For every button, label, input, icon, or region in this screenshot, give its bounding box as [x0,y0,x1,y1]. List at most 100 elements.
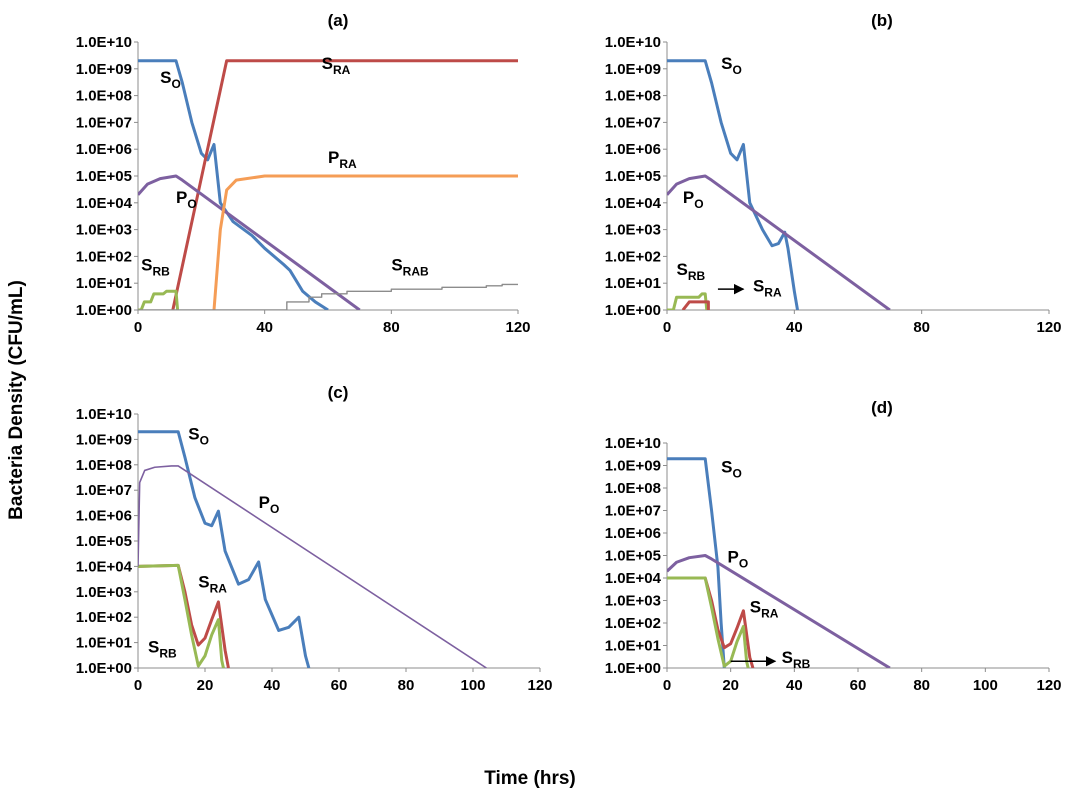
y-tick-label: 1.0E+07 [605,114,661,131]
x-tick-label: 120 [1036,319,1061,336]
y-tick-label: 1.0E+01 [76,275,132,292]
y-axis-title: Bacteria Density (CFU/mL) [6,280,27,520]
panel-label: (b) [871,11,893,30]
y-tick-label: 1.0E+06 [605,525,661,542]
y-tick-label: 1.0E+09 [605,458,661,475]
y-tick-label: 1.0E+07 [76,482,132,499]
x-tick-label: 80 [913,677,930,694]
y-tick-label: 1.0E+00 [605,660,661,677]
x-tick-label: 40 [786,677,803,694]
chart-panel-1: (b) 1.0E+00 1.0E+01 1.0E+02 1.0E+03 1.0E+04 1.… [605,11,1062,336]
x-tick-label: 0 [663,677,671,694]
y-tick-label: 1.0E+02 [76,609,132,626]
series-line-srb [667,292,709,310]
series-label-so: SO [721,54,742,77]
y-tick-label: 1.0E+05 [605,548,661,565]
y-tick-label: 1.0E+03 [76,222,132,239]
y-tick-label: 1.0E+04 [605,195,662,212]
plot-area [667,457,891,668]
series-label-srb: SRB [148,638,177,661]
plot-area [138,59,518,310]
x-tick-label: 100 [460,677,485,694]
y-tick-label: 1.0E+08 [76,88,132,105]
series-label-pra: PRA [328,148,357,171]
x-tick-label: 120 [505,319,530,336]
y-tick-label: 1.0E+01 [76,635,132,652]
series-label-po: PO [683,188,704,211]
y-tick-label: 1.0E+01 [605,275,661,292]
y-tick-label: 1.0E+06 [76,508,132,525]
series-line-srb [138,289,180,310]
series-line-srb [138,563,225,668]
series-label-po: PO [176,188,197,211]
y-tick-label: 1.0E+04 [76,195,133,212]
y-tick-label: 1.0E+01 [605,638,661,655]
series-line-po [138,465,487,668]
x-tick-label: 60 [331,677,348,694]
y-tick-label: 1.0E+07 [76,114,132,131]
series-label-sra: SRA [198,572,227,595]
x-axis-title: Time (hrs) [484,768,576,789]
series-label-srab: SRAB [391,255,429,278]
y-tick-label: 1.0E+04 [76,558,133,575]
chart-panel-3: (d) 1.0E+00 1.0E+01 1.0E+02 1.0E+03 1.0E+04 1.… [605,398,1062,694]
x-tick-label: 0 [663,319,671,336]
series-line-po [667,174,891,310]
series-label-sra: SRA [322,54,351,77]
y-tick-label: 1.0E+10 [76,406,132,423]
x-tick-label: 20 [197,677,214,694]
y-tick-label: 1.0E+09 [76,431,132,448]
chart-panel-2: (c) 1.0E+00 1.0E+01 1.0E+02 1.0E+03 1.0E+04 1.… [76,383,553,694]
series-label-po: PO [259,493,280,516]
y-tick-label: 1.0E+02 [605,615,661,632]
y-tick-label: 1.0E+06 [605,141,661,158]
y-tick-label: 1.0E+05 [76,533,132,550]
y-tick-label: 1.0E+02 [76,248,132,265]
y-tick-label: 1.0E+10 [76,34,132,51]
y-tick-label: 1.0E+02 [605,248,661,265]
y-tick-label: 1.0E+08 [76,457,132,474]
plot-area [138,430,487,668]
y-tick-label: 1.0E+08 [605,480,661,497]
series-line-pra [212,174,518,310]
x-tick-label: 0 [134,319,142,336]
x-tick-label: 0 [134,677,142,694]
series-line-so [667,59,799,310]
y-tick-label: 1.0E+08 [605,88,661,105]
x-tick-label: 20 [722,677,739,694]
series-line-sra [667,576,755,668]
y-tick-label: 1.0E+09 [605,61,661,78]
y-tick-label: 1.0E+03 [76,584,132,601]
series-label-sra: SRA [750,597,779,620]
y-tick-label: 1.0E+06 [76,141,132,158]
chart-panel-0: (a) 1.0E+00 1.0E+01 1.0E+02 1.0E+03 1.0E+04 1.… [76,11,531,336]
series-line-srb [667,576,750,668]
series-label-po: PO [727,547,748,570]
x-tick-label: 60 [850,677,867,694]
panel-label: (c) [328,383,349,402]
series-line-po [667,554,891,668]
series-label-so: SO [160,68,181,91]
x-tick-label: 40 [264,677,281,694]
y-tick-label: 1.0E+00 [605,302,661,319]
series-line-po [138,174,361,310]
x-tick-label: 80 [398,677,415,694]
x-tick-label: 40 [256,319,273,336]
y-tick-label: 1.0E+03 [605,222,661,239]
y-tick-label: 1.0E+05 [76,168,132,185]
y-tick-label: 1.0E+07 [605,503,661,520]
series-line-sra [171,59,518,310]
series-label-srb: SRB [782,648,811,671]
y-tick-label: 1.0E+03 [605,593,661,610]
y-tick-label: 1.0E+09 [76,61,132,78]
y-tick-label: 1.0E+00 [76,660,132,677]
y-tick-label: 1.0E+05 [605,168,661,185]
series-line-srab [138,283,518,310]
x-tick-label: 120 [527,677,552,694]
series-label-so: SO [188,424,209,447]
series-label-so: SO [721,457,742,480]
x-tick-label: 120 [1036,677,1061,694]
x-tick-label: 80 [383,319,400,336]
x-tick-label: 40 [786,319,803,336]
